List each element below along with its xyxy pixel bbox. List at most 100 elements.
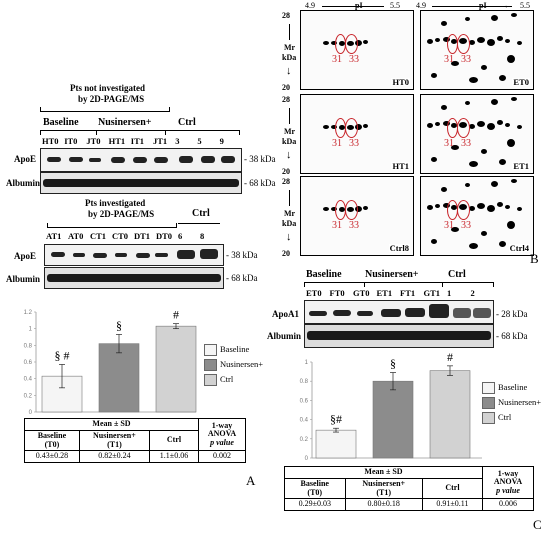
gel-label: ET0 (512, 76, 530, 87)
lane-label: 6 (178, 231, 183, 241)
c-blot-apoa1-strip (304, 300, 494, 324)
top-blot-group-divider-1 (96, 130, 97, 135)
c-blot-group-divider-2 (442, 282, 443, 287)
gel-spot (469, 40, 475, 45)
spot-label-33: 33 (349, 54, 359, 65)
gel-label: Ctrl8 (388, 242, 410, 253)
top-blot-mw-68: - 68 kDa (244, 178, 276, 188)
y-tick-label: 0.6 (24, 360, 33, 366)
gel-spot (451, 145, 459, 150)
table-c-col-baseline: Baseline (T0) (284, 477, 346, 500)
pi-low-right: 4.9 (416, 1, 426, 10)
table-a: Mean ± SD 1-way ANOVA p value Baseline (T… (24, 417, 246, 464)
lane-label: FT1 (400, 288, 416, 298)
lane-label: GT1 (423, 288, 441, 298)
lane-label: AT1 (46, 231, 62, 241)
mr-unit: kDa (282, 53, 297, 62)
bottom-blot-mw-68: - 68 kDa (226, 273, 258, 283)
spot-label-31: 31 (332, 138, 342, 149)
mr-label: Mr (284, 209, 296, 218)
spot-label-33: 33 (349, 220, 359, 231)
pi-label-right: pI (479, 2, 487, 10)
mr-bottom-tick: 20 (282, 249, 290, 258)
significance-marker: # (447, 350, 453, 364)
gel-spot (507, 55, 515, 63)
gel-spot (331, 207, 337, 211)
legend-label: Nusinersen+ (220, 359, 264, 369)
spot-circle-33 (345, 118, 358, 138)
gel-spot (507, 139, 515, 147)
gel-spot (363, 206, 368, 210)
lane-label: CT0 (112, 231, 129, 241)
arrow-right-icon: → (500, 0, 509, 10)
gel-spot (481, 149, 487, 154)
gel-spot (427, 39, 433, 44)
gel-spot (431, 157, 437, 162)
gel-spot (497, 202, 503, 207)
table-a-val-nusinersen: 0.82±0.24 (78, 450, 150, 464)
top-blot-heading-2: by 2D-PAGE/MS (78, 94, 145, 104)
legend-label: Ctrl (498, 412, 512, 422)
gel-spot (505, 123, 510, 127)
table-a-col-ctrl: Ctrl (148, 429, 200, 452)
table-a-val-pvalue: 0.002 (198, 450, 246, 464)
c-blot-albumin-strip (304, 324, 494, 348)
mr-unit: kDa (282, 219, 297, 228)
gel-spot (487, 123, 495, 130)
arrow-down-icon: ↓ (286, 65, 292, 77)
lane-label: ET0 (306, 288, 322, 298)
bottom-blot-group-ctrl: Ctrl (192, 208, 210, 219)
gel-3: 31 33 ET1 (420, 94, 534, 174)
gel-spot (435, 38, 440, 42)
y-tick-label: 0.6 (300, 398, 309, 404)
gel-spot (427, 123, 433, 128)
c-blot-group-nusinersen: Nusinersen+ (365, 269, 419, 280)
gel-spot (363, 124, 368, 128)
lane-label: ET1 (376, 288, 393, 298)
gel-spot (431, 73, 437, 78)
bottom-blot-mw-38: - 38 kDa (226, 250, 258, 260)
gel-spot (323, 207, 329, 211)
gel-spot (469, 206, 475, 211)
legend-label: Ctrl (220, 374, 234, 384)
gel-spot (491, 181, 498, 187)
mr-axis-line (289, 108, 290, 124)
gel-spot (451, 227, 459, 232)
spot-label-31: 31 (332, 220, 342, 231)
pi-arrow-right (432, 6, 512, 7)
gel-spot (511, 13, 517, 17)
spot-circle-33 (457, 118, 470, 138)
mr-top-tick: 28 (282, 11, 290, 20)
lane-label: 5 (197, 136, 202, 146)
top-blot-apoe-strip (40, 148, 242, 172)
y-tick-label: 1.2 (24, 310, 33, 316)
gel-label: HT0 (391, 76, 410, 87)
c-blot-group-divider-1 (364, 282, 365, 287)
y-tick-label: 0.4 (24, 377, 33, 383)
gel-spot (477, 37, 485, 43)
spot-label-31: 31 (444, 220, 454, 231)
spot-circle-33 (345, 34, 358, 54)
gel-spot (505, 39, 510, 43)
gel-spot (323, 41, 329, 45)
table-c-val-pvalue: 0.006 (482, 498, 534, 512)
bar-ctrl (429, 370, 471, 459)
gel-2: 31 33 HT1 (300, 94, 414, 174)
lane-label: JT1 (153, 136, 168, 146)
c-blot-group-ctrl: Ctrl (448, 269, 466, 280)
mr-unit: kDa (282, 137, 297, 146)
gel-spot (481, 65, 487, 70)
gel-spot (487, 205, 495, 212)
gel-spot (443, 203, 450, 208)
table-c-val-ctrl: 0.91±0.11 (421, 498, 484, 512)
top-blot-group-nusinersen: Nusinersen+ (98, 117, 152, 128)
lane-label: 1 (447, 288, 452, 298)
gel-spot (441, 105, 447, 110)
y-tick-label: 0 (305, 456, 309, 462)
bar-baseline (315, 429, 357, 459)
gel-label: Ctrl4 (508, 242, 530, 253)
gel-spot (435, 204, 440, 208)
gel-spot (331, 125, 337, 129)
top-blot-row-albumin: Albumin (6, 178, 41, 188)
gel-spot (355, 124, 362, 130)
